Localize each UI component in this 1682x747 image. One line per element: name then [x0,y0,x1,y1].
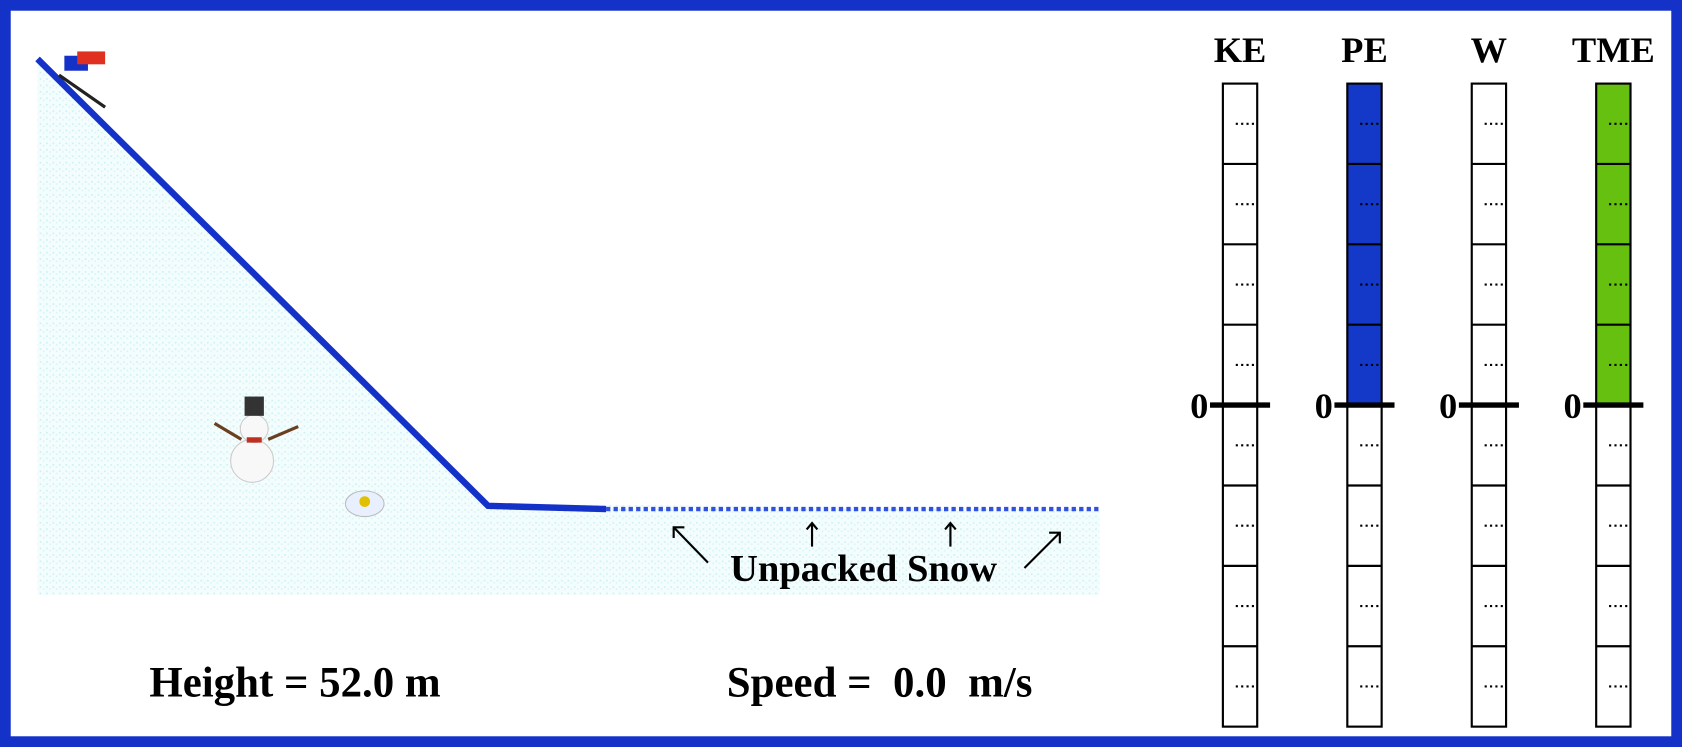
bar-label: KE [1214,30,1267,70]
zero-label: 0 [1439,386,1457,426]
skier [58,51,107,109]
snowman [213,396,299,483]
bar-label: TME [1572,30,1655,70]
snow-ground [37,58,1100,595]
bar-label: W [1471,30,1507,70]
zero-label: 0 [1315,386,1333,426]
snow-arrows [672,521,1061,569]
slope [35,56,607,513]
zero-label: 0 [1190,386,1208,426]
height-readout: Height = 52.0 m [149,660,440,707]
snow-label: Unpacked Snow [730,548,997,590]
zero-label: 0 [1563,386,1581,426]
snow-angel [344,490,385,518]
speed-readout: Speed = 0.0 m/s [727,660,1033,707]
bar-label: PE [1341,30,1388,70]
